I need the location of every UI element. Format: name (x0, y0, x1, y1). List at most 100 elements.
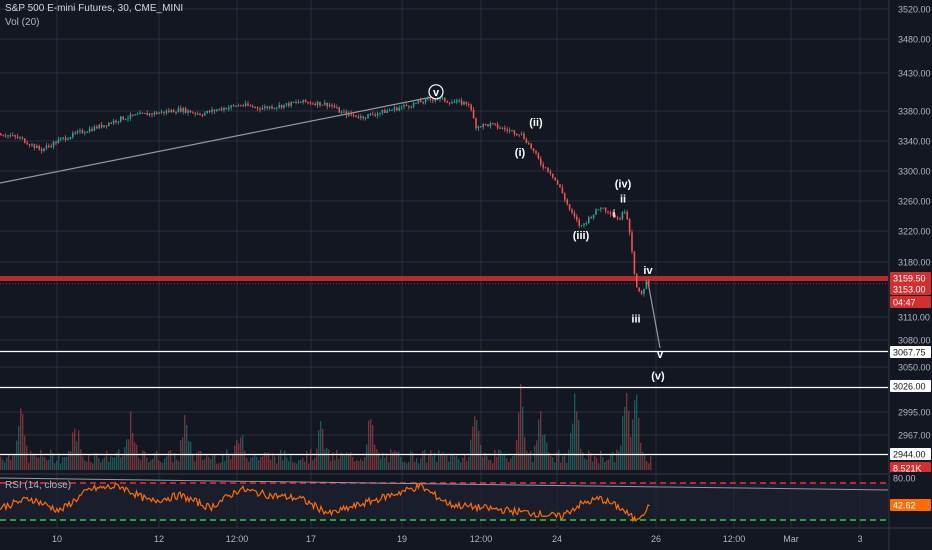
candle-body (556, 180, 559, 185)
candle-body (453, 102, 456, 104)
volume-bar (350, 452, 352, 470)
volume-bar (96, 453, 98, 470)
candle-body (398, 107, 400, 111)
volume-bar (400, 456, 402, 470)
candle-body (626, 212, 628, 219)
time-tick-label: 24 (552, 534, 562, 544)
volume-bar (166, 456, 168, 470)
volume-bar (6, 457, 8, 470)
candle-body (177, 108, 180, 113)
volume-bar (412, 452, 414, 470)
volume-bar (562, 456, 564, 470)
candle-body (240, 105, 242, 107)
time-axis[interactable]: 10 12 12:00 17 19 12:00 24 26 12:00 Mar 3 (52, 534, 863, 544)
time-tick-label: 12:00 (226, 534, 249, 544)
symbol-title[interactable]: S&P 500 E-mini Futures, 30, CME_MINI (5, 3, 184, 14)
volume-bar (62, 457, 64, 470)
candle-body (604, 207, 607, 212)
candle-body (645, 280, 648, 289)
candle-body (242, 105, 244, 107)
time-tick-label: 3 (857, 534, 862, 544)
candle-body (333, 105, 336, 108)
candle-body (266, 106, 268, 109)
candle-body (612, 214, 614, 216)
volume-bar (170, 449, 172, 470)
candle-body (194, 112, 196, 114)
candle-body (439, 97, 441, 100)
volume-bar (610, 453, 612, 470)
candle-body (607, 211, 609, 213)
volume-bar (64, 457, 66, 470)
price-tick-label: 3430.00 (898, 69, 931, 79)
volume-bar (330, 461, 332, 470)
candle-body (271, 106, 273, 109)
candle-body (316, 101, 319, 106)
candle-body (100, 124, 103, 128)
volume-bar (450, 453, 452, 470)
volume-bar (234, 445, 236, 470)
volume-bar (352, 456, 354, 470)
candle-body (96, 126, 98, 129)
candle-body (621, 212, 624, 220)
candle-body (609, 212, 612, 215)
volume-bar (168, 450, 170, 470)
candle-body (573, 212, 576, 217)
candle-body (60, 138, 62, 140)
volume-bar (362, 461, 364, 470)
volume-bar (280, 449, 282, 470)
volume-bar (38, 457, 40, 470)
candle-body (624, 212, 626, 214)
volume-bar (138, 457, 140, 470)
volume-bar (364, 456, 366, 470)
volume-bar (40, 449, 42, 470)
candle-body (276, 107, 278, 109)
candle-body (156, 112, 158, 114)
volume-indicator-label[interactable]: Vol (20) (5, 17, 40, 28)
candle-body (338, 107, 340, 113)
candle-body (631, 232, 633, 252)
candle-body (278, 104, 280, 108)
volume-bar (576, 411, 578, 470)
candle-body (189, 110, 192, 113)
volume-bar (144, 451, 146, 470)
volume-bar (302, 457, 304, 470)
volume-bar (160, 461, 162, 470)
candle-body (201, 115, 204, 117)
volume-bar (122, 455, 124, 470)
volume-bar (34, 454, 36, 470)
candle-body (547, 167, 549, 172)
volume-bar (208, 456, 210, 470)
candle-body (578, 219, 580, 226)
candle-body (436, 99, 439, 101)
candle-body (139, 112, 141, 115)
candle-body (16, 136, 19, 139)
rsi-indicator-label[interactable]: RSI (14, close) (5, 480, 72, 491)
candle-body (57, 139, 60, 144)
volume-bar (500, 450, 502, 470)
volume-bar (378, 452, 380, 470)
volume-bar (192, 454, 194, 470)
volume-bar (596, 458, 598, 470)
candle-body (331, 104, 333, 106)
volume-bar (88, 454, 90, 470)
volume-bar (554, 462, 556, 470)
volume-bar (598, 463, 600, 470)
price-axis[interactable]: 3520.00 3480.00 3430.00 3380.00 3340.00 3300.… (898, 5, 931, 441)
volume-bar (76, 441, 78, 470)
volume-bar (0, 456, 2, 470)
volume-bar (270, 459, 272, 470)
volume-bar (620, 445, 622, 470)
candle-body (444, 97, 446, 102)
volume-bar (216, 463, 218, 470)
candle-body (535, 150, 537, 154)
candle-body (427, 98, 429, 100)
candle-body (492, 123, 494, 125)
volume-bar (214, 454, 216, 470)
volume-bar (478, 430, 480, 470)
wave-label: i (612, 209, 615, 221)
wave-label: v (433, 87, 440, 99)
candle-body (216, 109, 218, 112)
volume-bar (300, 460, 302, 470)
volume-bar (544, 434, 546, 470)
